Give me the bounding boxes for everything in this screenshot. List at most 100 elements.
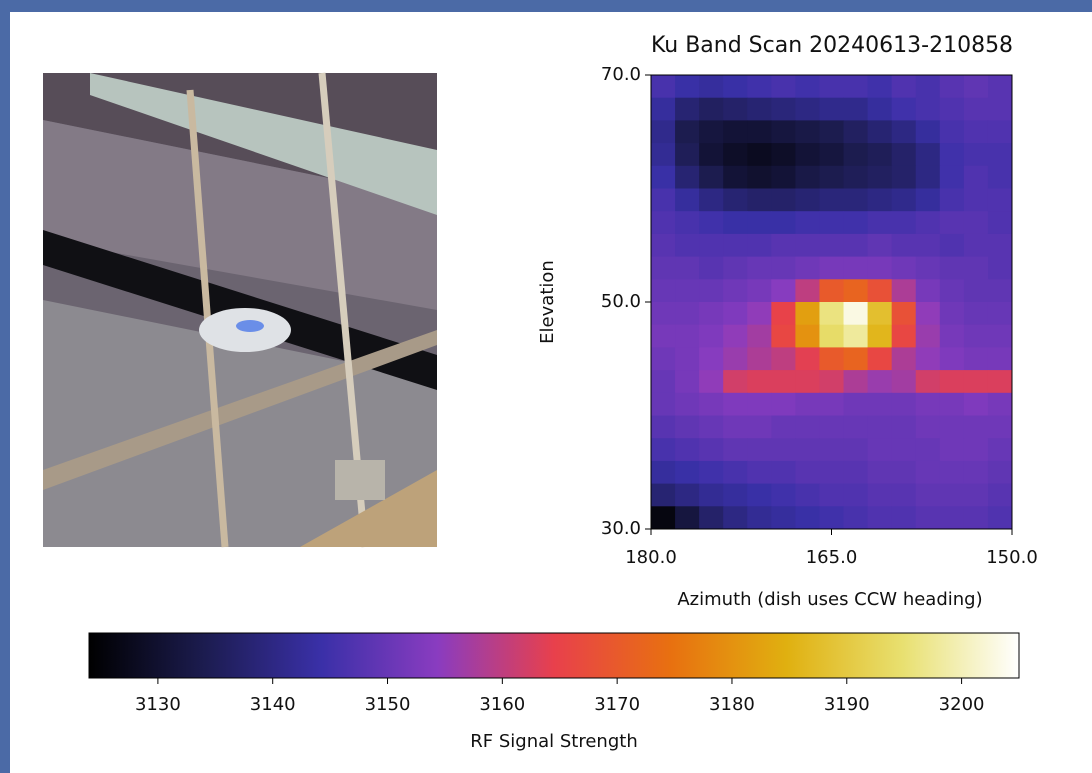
heatmap-cell — [963, 460, 989, 485]
heatmap-cell — [915, 302, 941, 326]
heatmap-cell — [723, 347, 748, 371]
heatmap-cell — [795, 211, 820, 235]
heatmap-cell — [651, 211, 676, 235]
heatmap-cell — [747, 233, 772, 258]
heatmap-cell — [819, 188, 845, 212]
heatmap-cell — [675, 347, 700, 371]
heatmap-cell — [843, 188, 869, 212]
heatmap-cell — [819, 256, 845, 280]
heatmap-cell — [723, 438, 748, 462]
heatmap-cell — [651, 97, 676, 121]
x-tick-label: 165.0 — [806, 547, 858, 568]
heatmap-cell — [915, 438, 941, 462]
heatmap-cell — [987, 165, 1013, 189]
heatmap-cell — [675, 143, 700, 167]
heatmap-cell — [819, 211, 845, 235]
heatmap-cell — [963, 302, 989, 326]
heatmap-cell — [867, 460, 893, 485]
heatmap-cell — [723, 392, 748, 416]
heatmap-cell — [651, 415, 676, 439]
heatmap-cell — [867, 97, 893, 121]
heatmap-cell — [915, 347, 941, 371]
heatmap-cell — [939, 392, 965, 416]
heatmap-cell — [771, 370, 796, 394]
heatmap-cell — [819, 233, 845, 258]
heatmap-cell — [699, 460, 724, 485]
heatmap-cell — [915, 392, 941, 416]
heatmap-cell — [963, 165, 989, 189]
colorbar-tick-label: 3200 — [939, 694, 985, 715]
heatmap-cell — [651, 120, 676, 144]
heatmap-cell — [723, 143, 748, 167]
heatmap-cell — [747, 75, 772, 99]
heatmap-cell — [987, 392, 1013, 416]
heatmap-cell — [699, 324, 724, 348]
heatmap-cell — [891, 370, 917, 394]
heatmap-cell — [939, 506, 965, 530]
heatmap-cell — [915, 188, 941, 212]
y-tick-label: 70.0 — [601, 64, 641, 85]
heatmap-cell — [699, 279, 724, 303]
heatmap-cell — [915, 483, 941, 507]
heatmap-cell — [723, 279, 748, 303]
heatmap-cell — [867, 211, 893, 235]
heatmap-cell — [699, 438, 724, 462]
heatmap-cell — [891, 256, 917, 280]
y-tick-label: 50.0 — [601, 291, 641, 312]
heatmap-cell — [699, 211, 724, 235]
heatmap-cell — [675, 302, 700, 326]
heatmap — [651, 75, 1013, 530]
colorbar — [88, 632, 1020, 679]
heatmap-cell — [795, 324, 820, 348]
heatmap-cell — [987, 460, 1013, 485]
heatmap-cell — [723, 256, 748, 280]
heatmap-cell — [651, 279, 676, 303]
heatmap-cell — [819, 324, 845, 348]
heatmap-cell — [651, 165, 676, 189]
heatmap-cell — [651, 188, 676, 212]
heatmap-cell — [915, 256, 941, 280]
heatmap-cell — [819, 302, 845, 326]
heatmap-cell — [915, 279, 941, 303]
heatmap-cell — [771, 302, 796, 326]
heatmap-cell — [819, 483, 845, 507]
heatmap-cell — [771, 165, 796, 189]
heatmap-cell — [675, 256, 700, 280]
heatmap-cell — [867, 75, 893, 99]
heatmap-cell — [795, 233, 820, 258]
heatmap-cell — [915, 143, 941, 167]
heatmap-cell — [963, 438, 989, 462]
heatmap-cell — [939, 347, 965, 371]
heatmap-cell — [987, 483, 1013, 507]
heatmap-cell — [723, 370, 748, 394]
heatmap-cell — [867, 347, 893, 371]
heatmap-cell — [795, 120, 820, 144]
heatmap-cell — [939, 460, 965, 485]
heatmap-cell — [867, 279, 893, 303]
heatmap-cell — [675, 211, 700, 235]
heatmap-cell — [699, 302, 724, 326]
heatmap-cell — [939, 211, 965, 235]
heatmap-cell — [891, 506, 917, 530]
heatmap-cell — [915, 324, 941, 348]
heatmap-cell — [963, 143, 989, 167]
heatmap-cell — [963, 347, 989, 371]
heatmap-cell — [771, 506, 796, 530]
heatmap-cell — [795, 392, 820, 416]
heatmap-cell — [771, 438, 796, 462]
heatmap-cell — [891, 279, 917, 303]
heatmap-cell — [843, 233, 869, 258]
colorbar-tick-label: 3150 — [365, 694, 411, 715]
heatmap-cell — [987, 302, 1013, 326]
heatmap-cell — [939, 120, 965, 144]
heatmap-cell — [771, 392, 796, 416]
heatmap-cell — [795, 438, 820, 462]
heatmap-cell — [939, 97, 965, 121]
heatmap-cell — [819, 279, 845, 303]
heatmap-cell — [987, 324, 1013, 348]
heatmap-cell — [651, 143, 676, 167]
heatmap-cell — [795, 506, 820, 530]
heatmap-cell — [939, 75, 965, 99]
heatmap-cell — [939, 438, 965, 462]
heatmap-cell — [723, 75, 748, 99]
